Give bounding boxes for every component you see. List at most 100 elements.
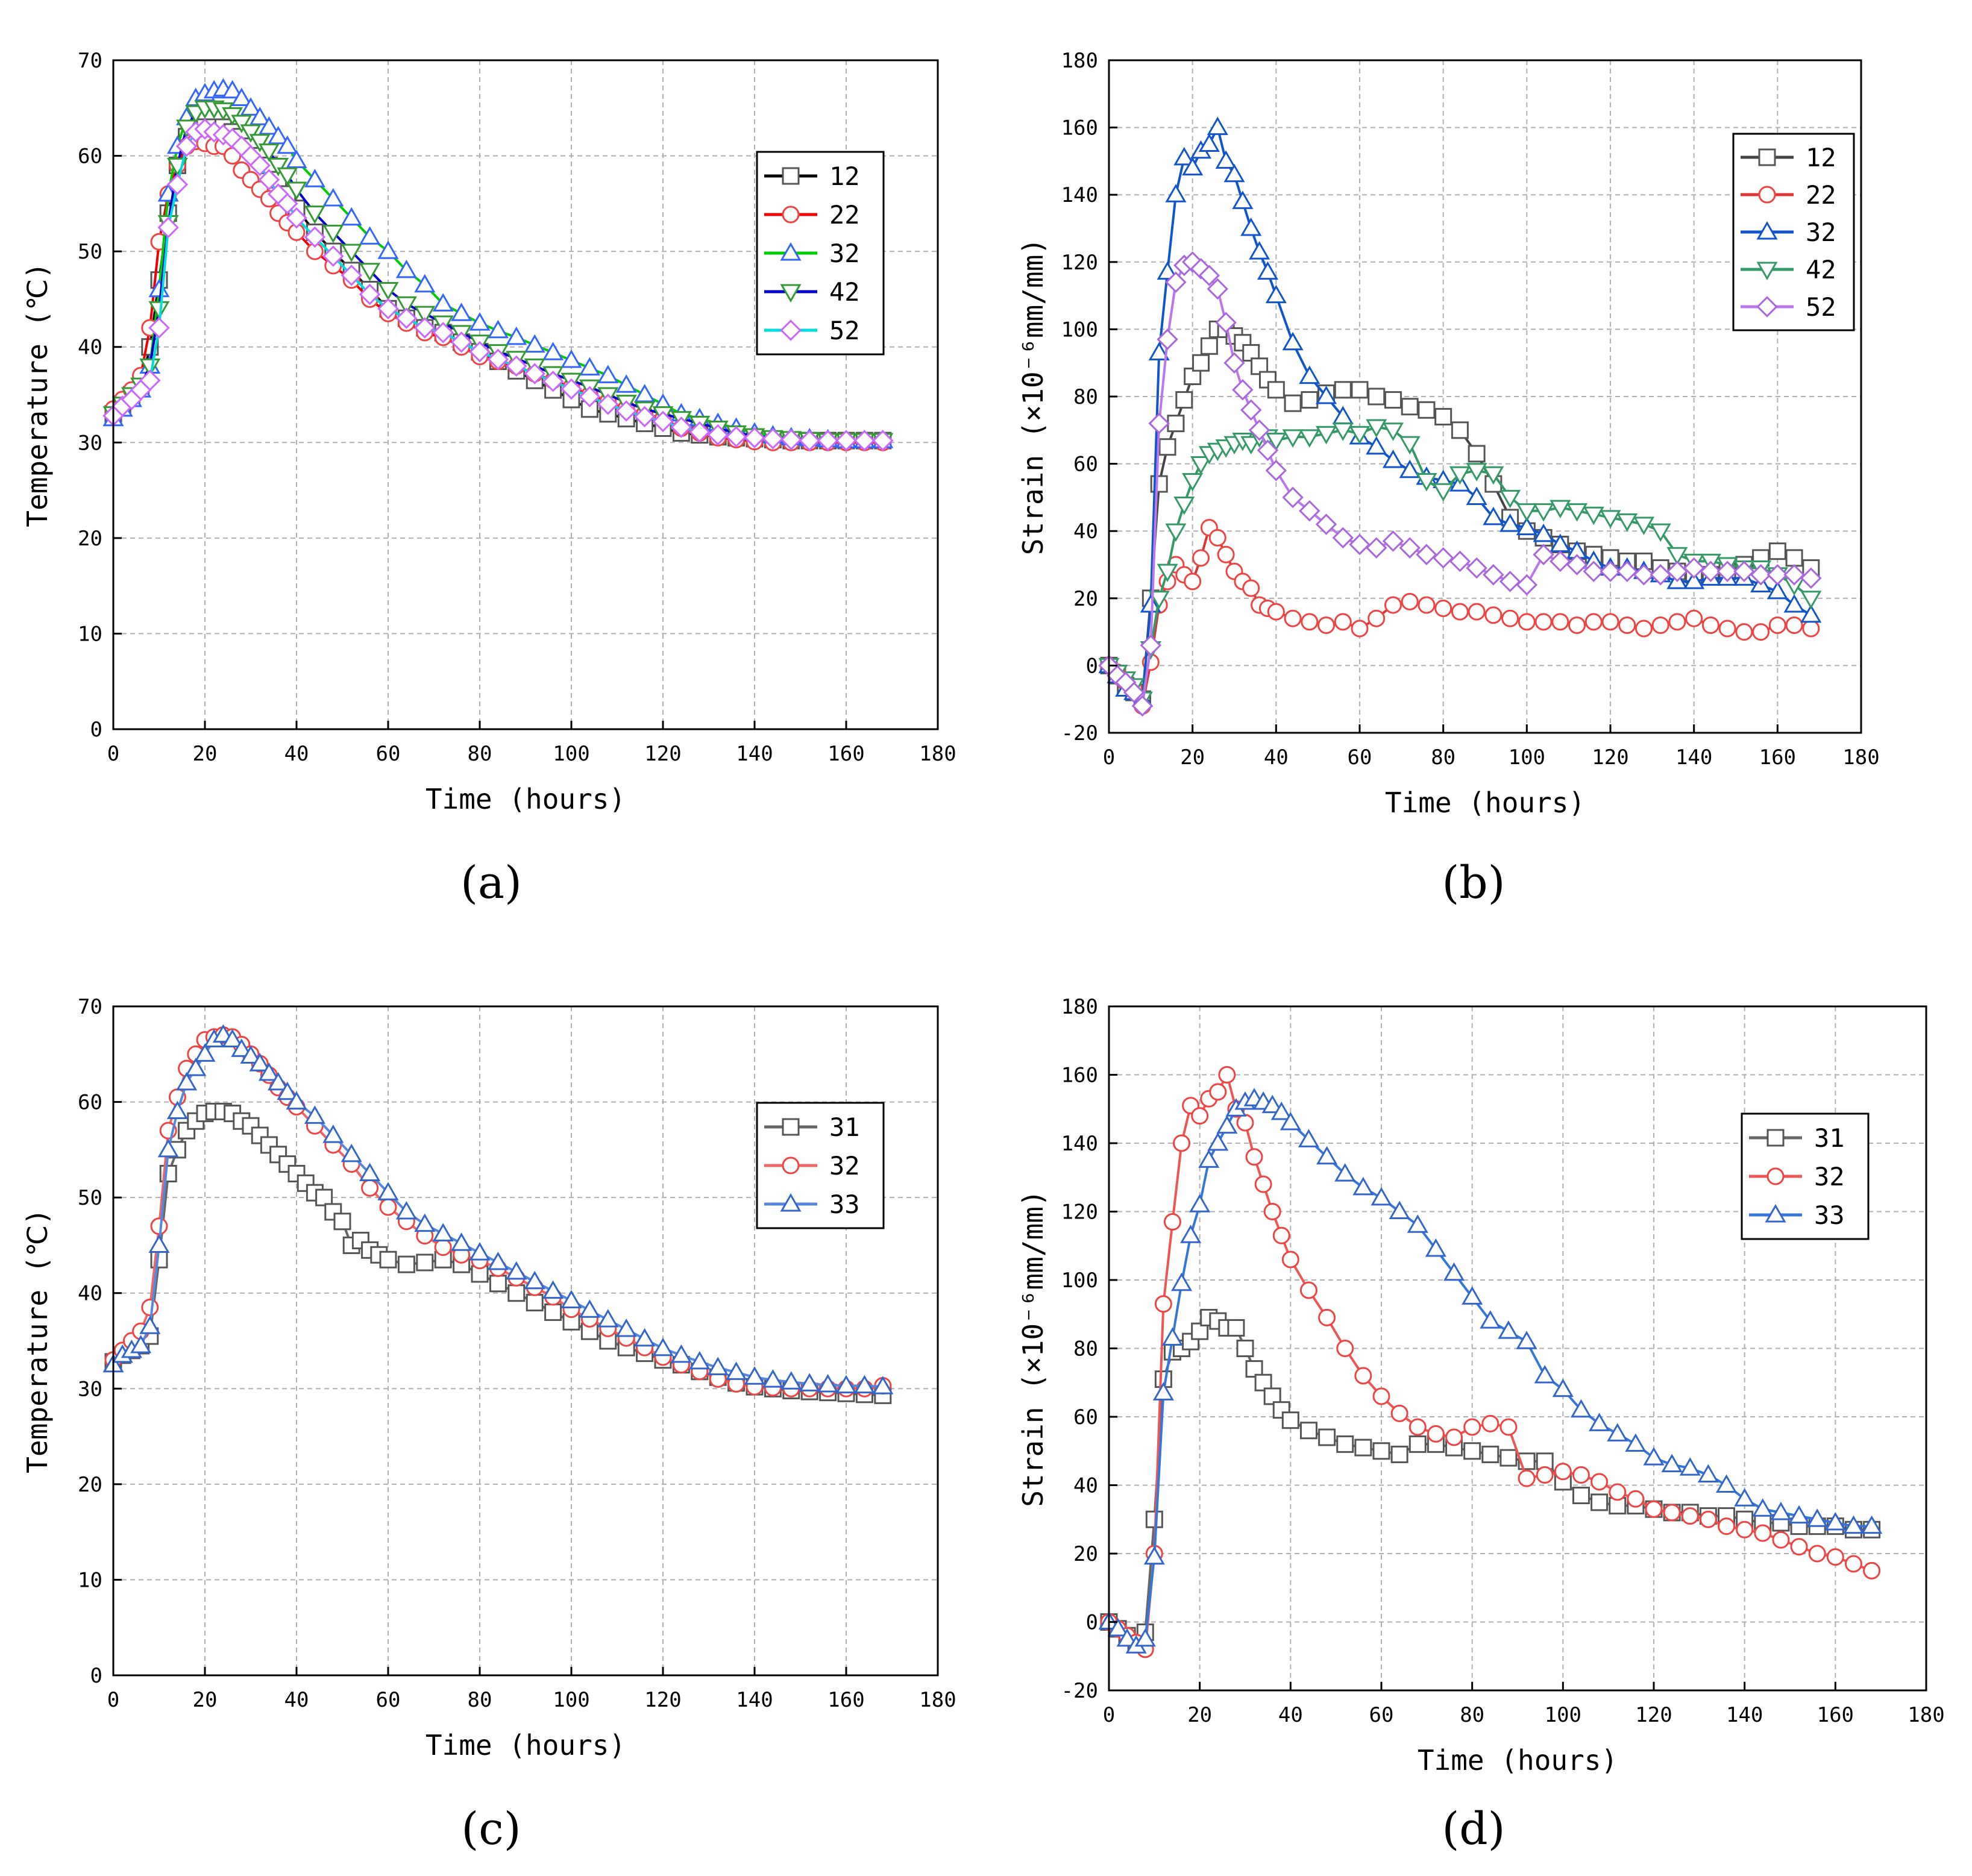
data-point-52 [1783,564,1805,586]
data-point-33 [148,1234,170,1253]
x-tick-label: 0 [107,742,119,766]
y-tick-label: 60 [1073,453,1098,477]
data-point-42 [1516,503,1537,522]
data-point-22 [1618,616,1636,634]
data-point-22 [1668,613,1686,631]
data-point-33 [1216,1115,1238,1134]
data-point-42 [1800,591,1822,609]
data-point-32 [1572,1466,1590,1484]
data-point-52 [1265,460,1287,482]
data-point-32 [1518,1469,1536,1487]
series-33 [102,1024,894,1394]
legend-label: 32 [829,1151,860,1181]
data-point-22 [1735,623,1753,641]
data-point-52 [1382,530,1404,552]
legend-label: 33 [829,1190,860,1219]
data-point-33 [853,1375,875,1394]
data-point-42 [1633,516,1655,535]
data-point-33 [277,1081,298,1100]
data-point-52 [689,421,711,443]
data-point-22 [1718,620,1736,638]
data-point-32 [1483,506,1504,525]
data-point-33 [1806,1508,1828,1527]
data-point-32 [1754,1524,1772,1542]
data-point-33 [240,1045,262,1064]
y-tick-label: 180 [1061,995,1098,1019]
data-point-33 [780,1371,802,1390]
y-tick-label: 0 [90,718,102,742]
data-point-12 [1267,381,1285,399]
data-point-42 [1148,591,1170,609]
data-point-32 [1265,284,1287,304]
data-point-32 [322,187,344,207]
data-point-31 [526,1294,544,1312]
data-point-32 [542,342,564,360]
y-axis-title: Strain (×10⁻⁶mm/mm) [1017,1190,1049,1507]
data-point-32 [379,1198,397,1216]
data-point-33 [1661,1454,1683,1472]
data-point-31 [1336,1435,1354,1453]
x-tick-label: 100 [553,1688,589,1712]
data-point-33 [1861,1515,1883,1534]
data-point-32 [1240,218,1262,236]
data-point-33 [1752,1498,1774,1517]
data-point-32 [1463,1418,1481,1436]
data-point-32 [1173,146,1195,166]
data-point-31 [1572,1487,1590,1505]
data-point-33 [268,1071,289,1091]
data-point-52 [633,406,656,428]
data-point-52 [1733,560,1755,582]
data-point-33 [1116,1628,1138,1647]
y-tick-label: 40 [78,336,102,360]
data-point-42 [148,301,170,320]
y-tick-label: 20 [78,1473,102,1497]
data-point-52 [1366,537,1387,559]
y-tick-label: 180 [1061,49,1098,73]
data-point-52 [322,245,344,267]
data-point-52 [258,169,280,190]
data-point-33 [1679,1457,1701,1476]
y-tick-label: 160 [1061,1064,1098,1088]
legend-swatch-marker [782,1118,800,1136]
data-point-33 [561,1290,582,1308]
data-point-32 [1257,261,1279,280]
y-tick-label: -20 [1061,721,1098,745]
legend-label: 42 [1806,255,1836,284]
y-tick-label: 0 [1086,654,1098,678]
data-point-12 [1418,401,1436,419]
data-point-42 [1299,429,1320,448]
data-point-22 [1584,613,1603,631]
data-point-22 [1501,609,1519,627]
x-tick-label: 40 [284,742,309,766]
x-tick-label: 80 [468,1688,492,1712]
data-point-12 [1451,421,1469,439]
data-point-52 [817,430,839,451]
x-tick-label: 60 [376,1688,401,1712]
data-point-42 [1173,497,1195,515]
x-tick-label: 140 [736,1688,773,1712]
data-point-32 [1390,1404,1408,1422]
data-point-42 [268,157,289,177]
data-point-31 [489,1275,507,1293]
data-point-42 [1265,432,1287,451]
x-tick-label: 40 [284,1688,309,1712]
data-point-52 [157,216,179,239]
data-point-52 [1716,560,1738,582]
data-point-31 [315,1188,333,1206]
data-point-32 [1254,1175,1272,1193]
data-point-32 [240,97,262,116]
data-point-52 [1248,419,1270,441]
data-point-52 [304,226,326,248]
data-point-33 [1280,1111,1301,1131]
data-point-32 [1609,1483,1627,1501]
data-point-52 [1157,328,1178,350]
data-point-31 [379,1250,397,1269]
data-point-52 [395,307,418,329]
data-point-33 [1316,1146,1338,1165]
data-point-33 [1207,1132,1229,1151]
data-point-31 [1236,1340,1254,1357]
data-point-32 [1863,1561,1881,1580]
y-tick-label: 20 [78,527,102,551]
legend-swatch-marker [1756,262,1778,280]
legend-swatch-marker [1756,221,1778,240]
